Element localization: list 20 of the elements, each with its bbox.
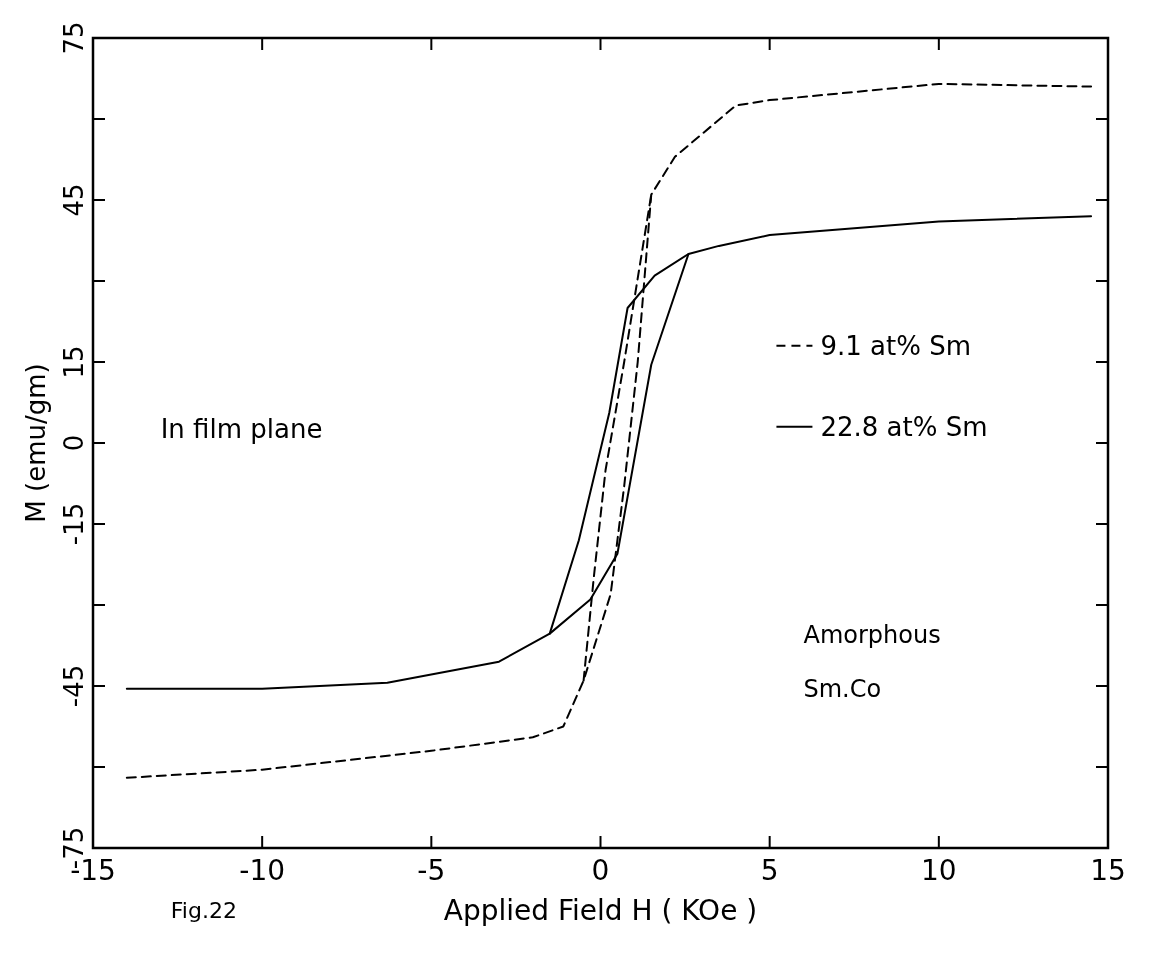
x-tick-label: 0 (591, 854, 610, 887)
x-tick-label: -5 (417, 854, 446, 887)
caption: Fig.22 (170, 898, 237, 924)
annotation: In film plane (160, 413, 323, 444)
annotation: Sm.Co (803, 674, 882, 703)
y-tick-label: -15 (59, 502, 89, 546)
annotation: Amorphous (803, 620, 941, 649)
legend-label: 9.1 at% Sm (820, 330, 971, 361)
y-tick-label: 45 (59, 183, 89, 217)
x-tick-label: -10 (239, 854, 286, 887)
y-tick-label: 75 (59, 21, 89, 55)
y-tick-label: 0 (59, 434, 89, 452)
y-tick-label: 15 (59, 345, 89, 379)
x-tick-label: 15 (1090, 854, 1126, 887)
x-tick-label: 10 (921, 854, 957, 887)
y-axis-title: M (emu/gm) (21, 363, 51, 523)
y-tick-label: -45 (59, 664, 89, 708)
x-axis-title: Applied Field H ( KOe ) (443, 894, 758, 927)
x-tick-label: 5 (760, 854, 779, 887)
legend-label: 22.8 at% Sm (820, 411, 988, 442)
